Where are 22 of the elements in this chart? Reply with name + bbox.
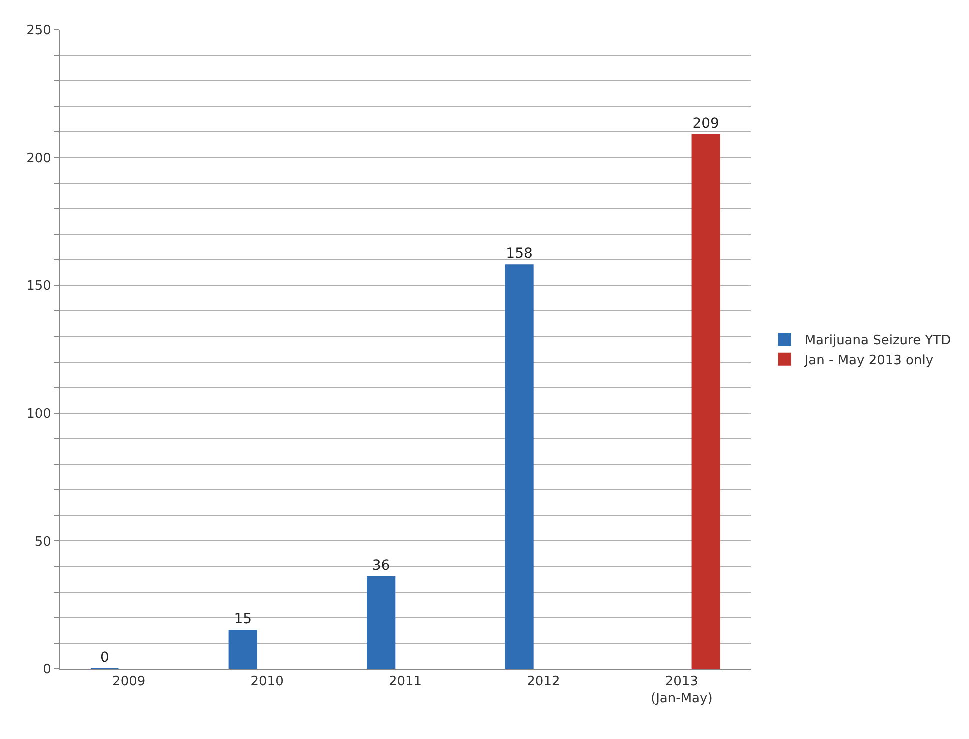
x-tick-label: 2013 (Jan-May) [651,674,713,706]
data-label: 209 [692,116,720,132]
data-label: 0 [100,650,110,666]
data-label: 158 [506,246,533,262]
x-tick-label: 2011 [388,674,422,690]
bar [692,134,720,669]
data-label: 36 [372,558,390,574]
y-tick-label: 0 [43,662,52,678]
y-tick-label: 150 [26,279,52,294]
y-tick-label: 200 [26,151,52,166]
bar [367,576,396,669]
y-tick-label: 50 [34,534,52,550]
y-tick-label: 100 [26,406,52,422]
legend-label: Jan - May 2013 only [804,353,934,368]
legend-label: Marijuana Seizure YTD [804,334,952,349]
data-label: 15 [234,612,252,628]
x-tick-label: 2012 [527,674,560,690]
y-tick-label: 250 [26,24,52,39]
bar [505,264,534,669]
x-tick-label: 2010 [250,674,284,690]
x-tick-label: 2009 [112,674,146,690]
bar [228,630,258,669]
